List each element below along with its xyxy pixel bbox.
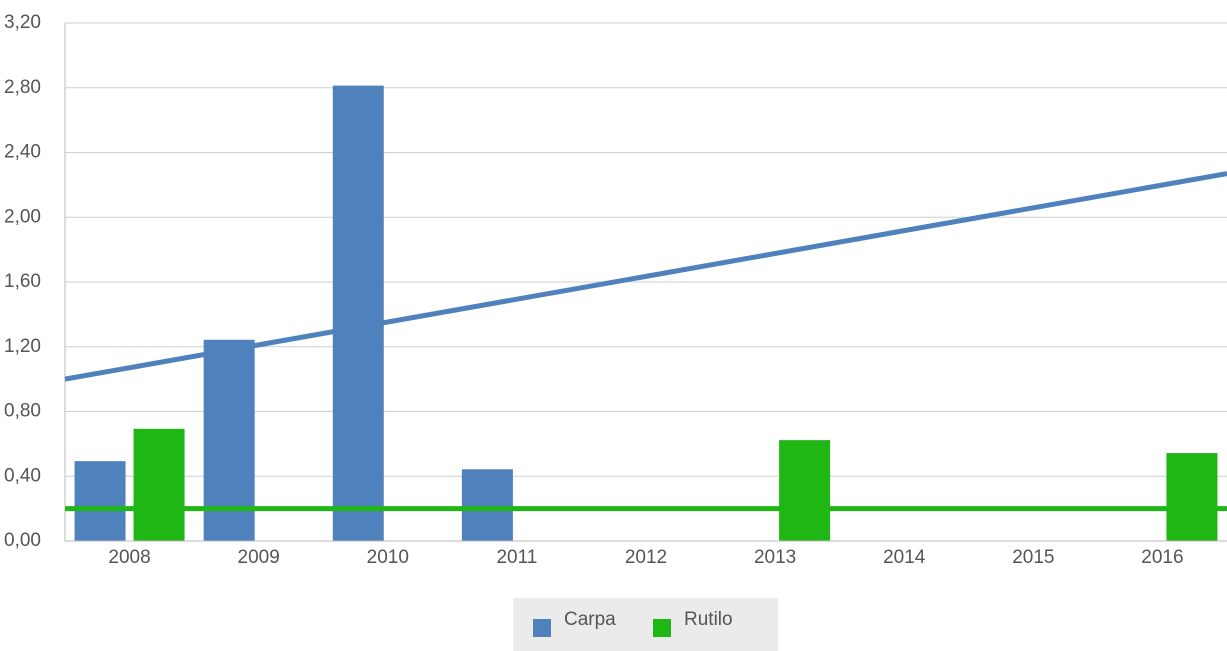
y-tick-label: 1,60 bbox=[4, 271, 41, 292]
y-tick-label: 1,20 bbox=[4, 336, 41, 357]
y-tick-label: 2,00 bbox=[4, 206, 41, 227]
bar bbox=[133, 428, 185, 542]
bar bbox=[779, 440, 831, 542]
x-tick-label: 2013 bbox=[754, 547, 796, 568]
x-tick-label: 2015 bbox=[1012, 547, 1054, 568]
bar bbox=[461, 469, 513, 542]
x-tick-label: 2010 bbox=[367, 547, 409, 568]
y-tick-label: 0,00 bbox=[4, 530, 41, 551]
x-tick-label: 2012 bbox=[625, 547, 667, 568]
legend-swatch bbox=[653, 619, 671, 637]
y-tick-label: 0,40 bbox=[4, 465, 41, 486]
legend-box bbox=[513, 598, 778, 651]
y-tick-label: 2,80 bbox=[4, 77, 41, 98]
y-tick-label: 3,20 bbox=[4, 12, 41, 33]
trend-line bbox=[64, 171, 1227, 382]
y-tick-label: 2,40 bbox=[4, 142, 41, 163]
legend-swatch bbox=[533, 619, 551, 637]
x-tick-label: 2009 bbox=[238, 547, 280, 568]
x-tick-label: 2011 bbox=[496, 547, 537, 568]
bar bbox=[74, 461, 126, 542]
bar bbox=[332, 85, 384, 542]
legend-label: Rutilo bbox=[684, 609, 733, 630]
legend-label: Carpa bbox=[564, 609, 616, 630]
x-tick-label: 2014 bbox=[883, 547, 926, 568]
y-tick-label: 0,80 bbox=[4, 401, 41, 422]
x-tick-label: 2008 bbox=[108, 547, 150, 568]
bar bbox=[1166, 453, 1218, 542]
x-tick-label: 2016 bbox=[1141, 547, 1183, 568]
